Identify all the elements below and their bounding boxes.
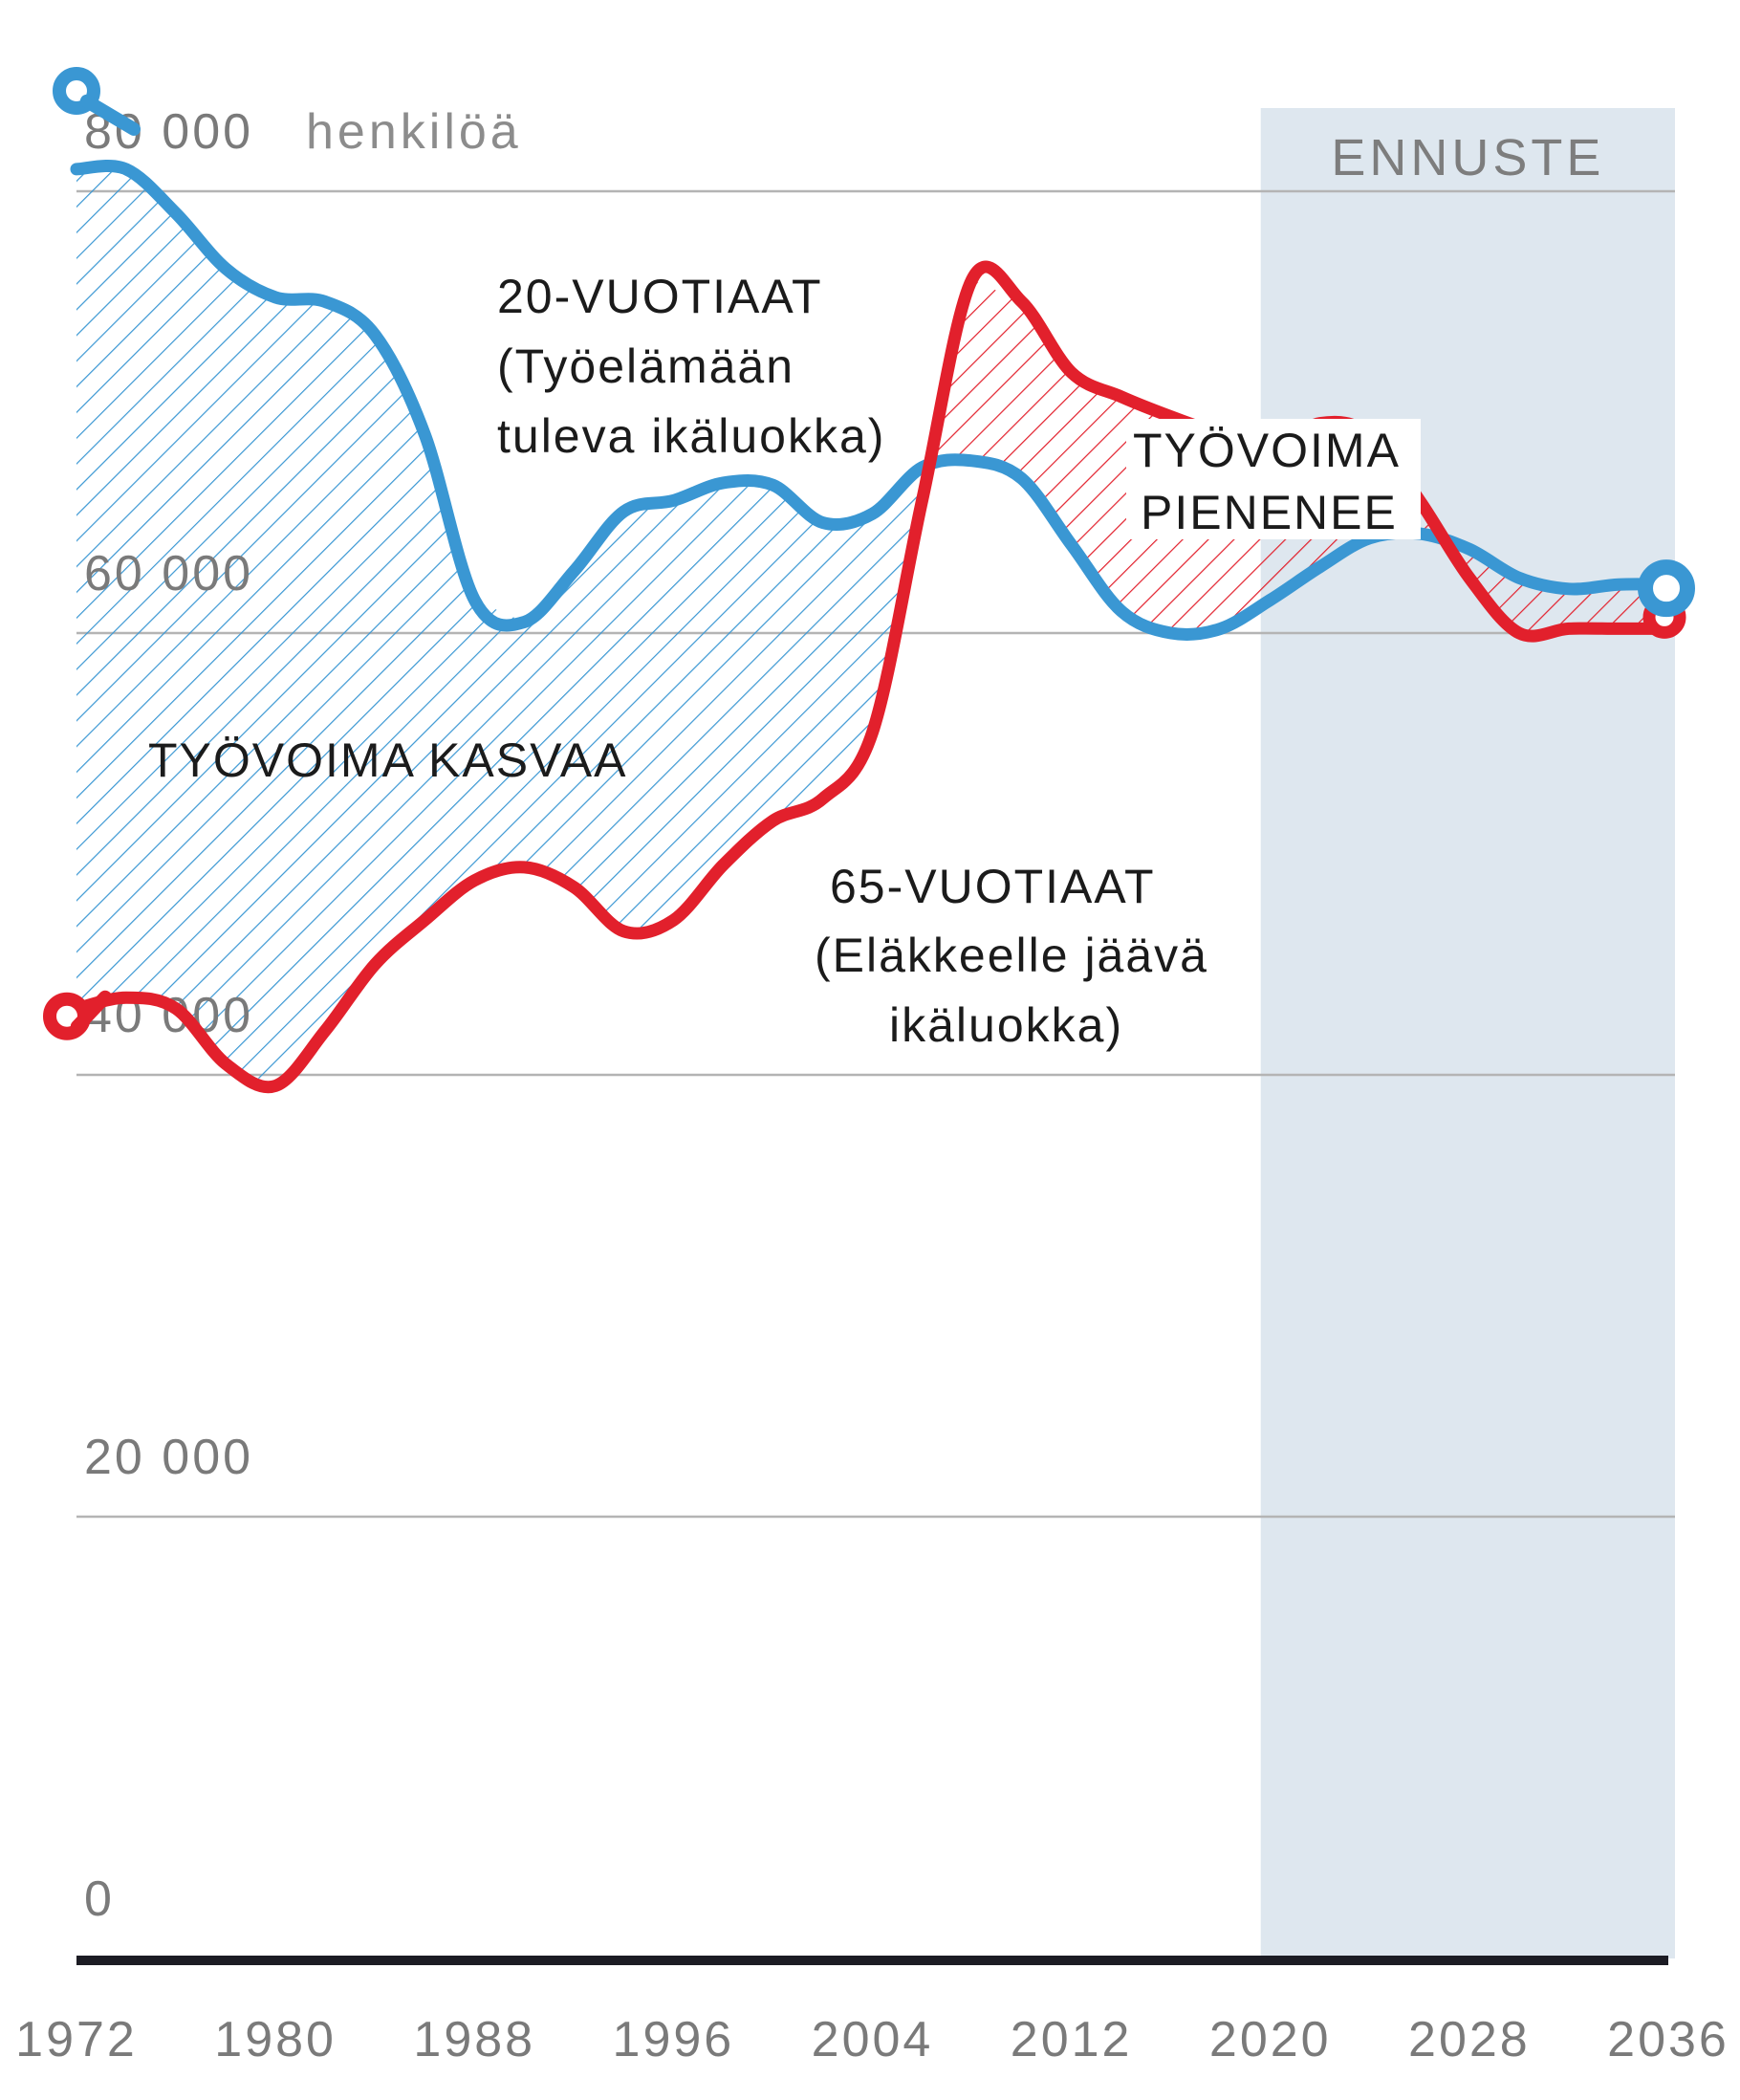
series-label-20-vuotiaat-line3: tuleva ikäluokka) [497,409,885,463]
x-tick-label: 2004 [812,2012,934,2067]
x-tick-label: 2020 [1209,2012,1332,2067]
x-tick-label: 1980 [214,2012,337,2067]
series-label-20-vuotiaat: 20-VUOTIAAT [497,270,823,323]
annotation-growth: TYÖVOIMA KASVAA [148,733,627,787]
series-label-65-vuotiaat-line2: (Eläkkeelle jäävä [815,929,1208,982]
series-label-65-vuotiaat: 65-VUOTIAAT [830,860,1156,913]
annotation-decline-backdrop [1126,419,1421,539]
series-start-marker-20-vuotiaat [53,67,141,136]
x-tick-label: 1988 [413,2012,535,2067]
annotation-decline-line1: TYÖVOIMA [1133,424,1401,477]
forecast-label: ENNUSTE [1331,129,1604,186]
annotation-decline-line2: PIENENEE [1141,486,1398,539]
series-start-marker-65-vuotiaat [43,990,112,1040]
series-label-20-vuotiaat-line2: (Työelämään [497,339,794,393]
x-tick-label: 2028 [1408,2012,1531,2067]
series-label-65-vuotiaat-line3: ikäluokka) [889,998,1123,1052]
x-tick-label: 2012 [1011,2012,1133,2067]
y-tick-label: 60 000 [84,546,253,602]
y-tick-label: 20 000 [84,1430,253,1485]
x-tick-label: 1996 [613,2012,735,2067]
forecast-band [1260,108,1675,1958]
x-axis-baseline [76,1956,1668,1965]
x-tick-label: 2036 [1607,2012,1729,2067]
y-axis-label: henkilöä [306,104,522,160]
x-tick-labels: 1972 1980 1988 1996 2004 2012 2020 2028 2036 [15,2012,1729,2067]
y-tick-label: 0 [84,1871,115,1927]
x-tick-label: 1972 [15,2012,138,2067]
series-end-marker-20-vuotiaat [1638,559,1695,618]
